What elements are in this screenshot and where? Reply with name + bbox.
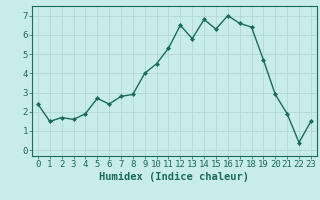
X-axis label: Humidex (Indice chaleur): Humidex (Indice chaleur) xyxy=(100,172,249,182)
